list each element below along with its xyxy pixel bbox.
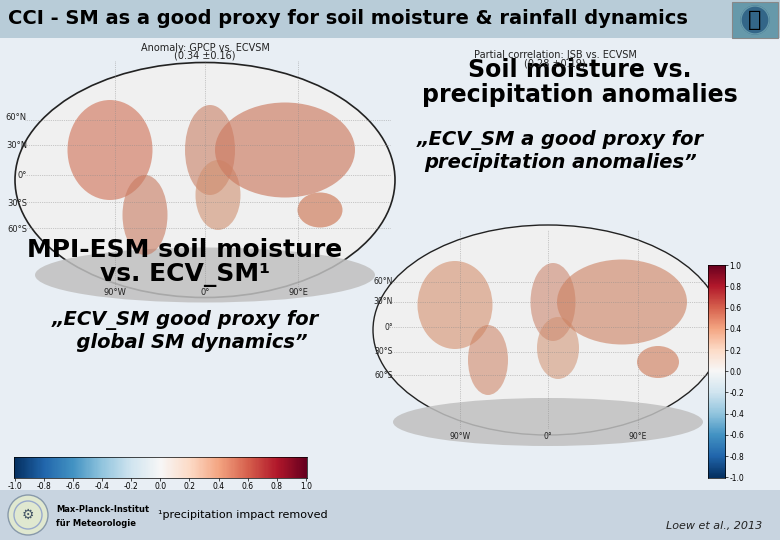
Text: Anomaly: GPCP vs. ECVSM: Anomaly: GPCP vs. ECVSM <box>140 43 269 53</box>
Ellipse shape <box>468 325 508 395</box>
FancyBboxPatch shape <box>0 490 780 540</box>
Circle shape <box>8 495 48 535</box>
Text: 90°W: 90°W <box>449 432 470 441</box>
Text: Soil moisture vs.: Soil moisture vs. <box>468 58 692 82</box>
Text: 0°: 0° <box>385 322 393 332</box>
Text: 60°S: 60°S <box>7 226 27 234</box>
Ellipse shape <box>373 225 723 435</box>
Text: Loew et al., 2013: Loew et al., 2013 <box>666 521 762 531</box>
FancyBboxPatch shape <box>0 0 780 38</box>
Text: 60°N: 60°N <box>374 278 393 287</box>
Text: precipitation anomalies”: precipitation anomalies” <box>424 152 697 172</box>
Text: vs. ECV_SM¹: vs. ECV_SM¹ <box>100 263 270 287</box>
Text: „ECV_SM a good proxy for: „ECV_SM a good proxy for <box>417 130 704 150</box>
Text: 90°E: 90°E <box>288 288 308 297</box>
Text: 0°: 0° <box>544 432 552 441</box>
Text: 🌍: 🌍 <box>748 10 762 30</box>
Text: 0°: 0° <box>200 288 210 297</box>
Text: 90°W: 90°W <box>104 288 126 297</box>
Ellipse shape <box>196 160 240 230</box>
Ellipse shape <box>537 317 579 379</box>
Text: für Meteorologie: für Meteorologie <box>56 518 136 528</box>
Text: 30°S: 30°S <box>7 199 27 207</box>
Text: 60°N: 60°N <box>6 113 27 123</box>
Text: ⚙: ⚙ <box>22 508 34 522</box>
Ellipse shape <box>637 346 679 378</box>
Text: 60°S: 60°S <box>374 370 393 380</box>
Ellipse shape <box>35 247 375 302</box>
Text: ¹precipitation impact removed: ¹precipitation impact removed <box>158 510 328 520</box>
Circle shape <box>741 6 769 34</box>
Text: MPI-ESM soil moisture: MPI-ESM soil moisture <box>27 238 342 262</box>
Ellipse shape <box>557 260 687 345</box>
Text: (0.34 ±0.16): (0.34 ±0.16) <box>174 51 236 61</box>
Ellipse shape <box>122 175 168 255</box>
Text: 30°S: 30°S <box>374 348 393 356</box>
Text: 90°E: 90°E <box>629 432 647 441</box>
Ellipse shape <box>530 263 576 341</box>
Text: CCI - SM as a good proxy for soil moisture & rainfall dynamics: CCI - SM as a good proxy for soil moistu… <box>8 10 688 29</box>
Text: (0.28 ±0.19): (0.28 ±0.19) <box>524 59 586 69</box>
Ellipse shape <box>215 103 355 198</box>
Text: precipitation anomalies: precipitation anomalies <box>422 83 738 107</box>
Ellipse shape <box>297 192 342 227</box>
Ellipse shape <box>185 105 235 195</box>
Text: global SM dynamics”: global SM dynamics” <box>62 334 307 353</box>
Text: Partial correlation: JSB vs. ECVSM: Partial correlation: JSB vs. ECVSM <box>473 50 636 60</box>
Ellipse shape <box>417 261 492 349</box>
Ellipse shape <box>15 63 395 298</box>
Text: Max-Planck-Institut: Max-Planck-Institut <box>56 505 149 515</box>
Text: 30°N: 30°N <box>374 298 393 307</box>
FancyBboxPatch shape <box>732 2 778 38</box>
Ellipse shape <box>68 100 153 200</box>
FancyBboxPatch shape <box>0 38 780 492</box>
Text: 30°N: 30°N <box>6 140 27 150</box>
Ellipse shape <box>393 398 703 446</box>
Text: 0°: 0° <box>18 171 27 179</box>
Text: „ECV_SM good proxy for: „ECV_SM good proxy for <box>51 310 318 330</box>
